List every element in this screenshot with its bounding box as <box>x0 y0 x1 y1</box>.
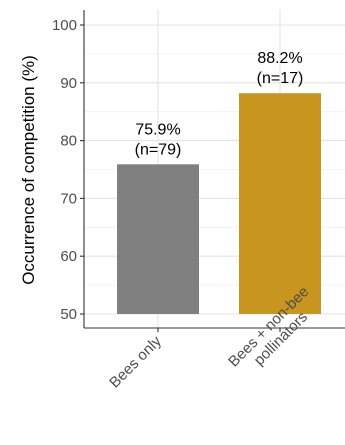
data-label-percent: 88.2% <box>257 50 302 67</box>
data-label-count: (n=79) <box>135 141 182 158</box>
bars <box>117 93 321 314</box>
y-tick-label: 70 <box>60 190 77 207</box>
data-labels: 75.9% (n=79) 88.2% (n=17) <box>135 50 304 158</box>
bar <box>239 93 321 314</box>
x-category-label: Bees only <box>106 332 165 391</box>
y-tick-label: 80 <box>60 133 77 150</box>
y-tick-label: 90 <box>60 75 77 92</box>
y-tick-label: 100 <box>52 17 77 34</box>
data-label-percent: 75.9% <box>135 121 180 138</box>
y-tick-label: 60 <box>60 248 77 265</box>
y-tick-label: 50 <box>60 306 77 323</box>
bar <box>117 164 199 314</box>
data-label-count: (n=17) <box>257 70 304 87</box>
y-axis: 50 60 70 80 90 100 <box>52 10 85 328</box>
y-axis-title: Occurrence of competition (%) <box>19 55 38 285</box>
